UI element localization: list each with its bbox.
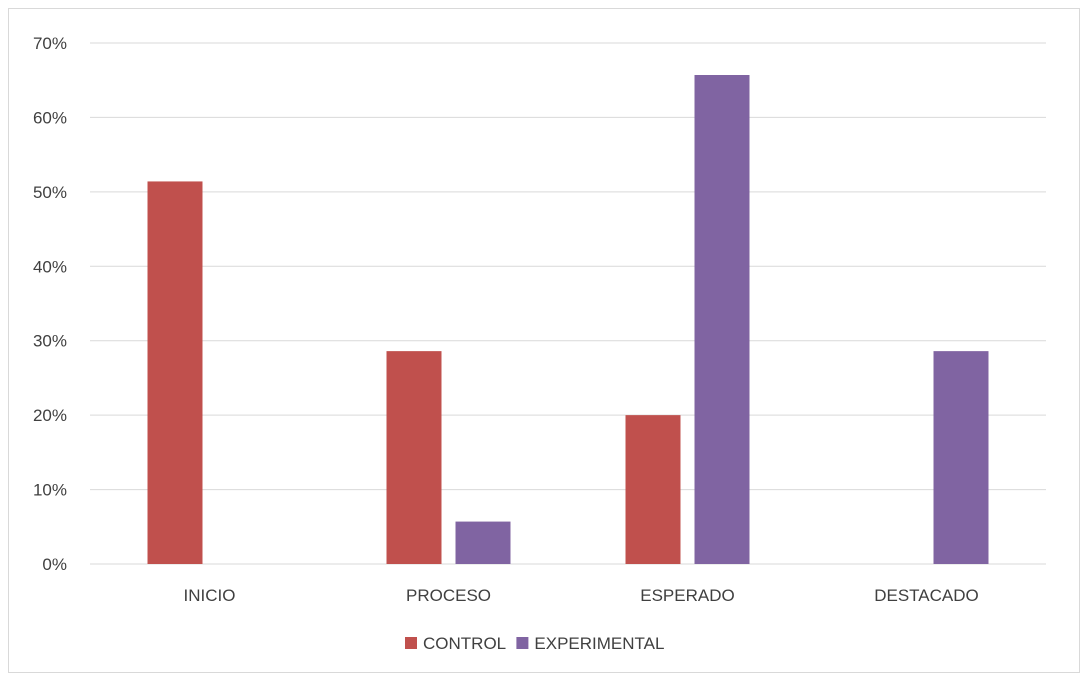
x-category-label: PROCESO (406, 586, 491, 605)
chart-frame: 0% 10% 20% 30% 40% 50% 60% 70% INICIO PROCESO ESP… (8, 8, 1080, 673)
x-category-label: DESTACADO (874, 586, 979, 605)
x-axis-categories: INICIO PROCESO ESPERADO DESTACADO (184, 586, 979, 605)
gridlines (90, 42, 1046, 565)
y-tick-label: 10% (33, 481, 67, 500)
bar-chart: 0% 10% 20% 30% 40% 50% 60% 70% INICIO PROCESO ESP… (33, 34, 1046, 653)
y-tick-label: 0% (42, 555, 67, 574)
legend-label-control: CONTROL (423, 634, 506, 653)
bar-control-esperado (625, 415, 681, 564)
legend-label-experimental: EXPERIMENTAL (534, 634, 664, 653)
y-axis-ticks: 0% 10% 20% 30% 40% 50% 60% 70% (33, 34, 67, 574)
bars (147, 75, 989, 565)
legend: CONTROL EXPERIMENTAL (405, 634, 664, 653)
bar-experimental-esperado (694, 75, 750, 565)
y-tick-label: 50% (33, 183, 67, 202)
y-tick-label: 20% (33, 406, 67, 425)
y-tick-label: 60% (33, 108, 67, 127)
y-tick-label: 70% (33, 34, 67, 53)
legend-swatch-experimental (516, 637, 529, 649)
y-tick-label: 30% (33, 332, 67, 351)
bar-experimental-proceso (455, 521, 511, 564)
y-tick-label: 40% (33, 257, 67, 276)
x-category-label: ESPERADO (640, 586, 734, 605)
bar-control-proceso (386, 351, 442, 564)
x-category-label: INICIO (184, 586, 236, 605)
bar-experimental-destacado (933, 351, 989, 564)
bar-control-inicio (147, 181, 203, 565)
legend-swatch-control (405, 637, 417, 649)
